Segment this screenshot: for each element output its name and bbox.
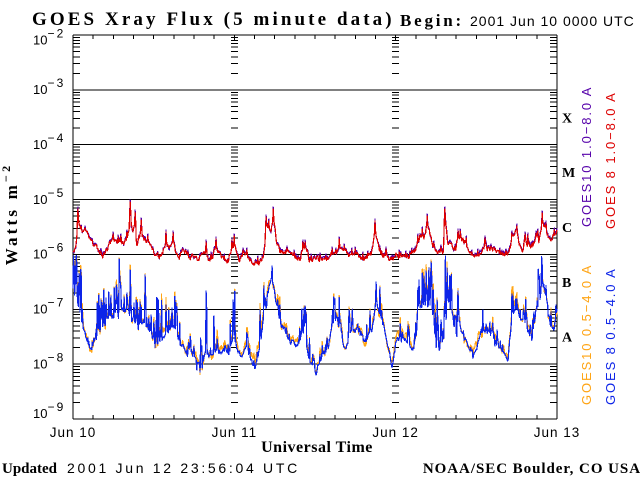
svg-text:2001 Jun 10 0000 UTC: 2001 Jun 10 0000 UTC: [470, 13, 635, 29]
svg-text:NOAA/SEC Boulder, CO USA: NOAA/SEC Boulder, CO USA: [423, 461, 640, 477]
svg-text:M: M: [562, 166, 575, 181]
svg-text:Updated: Updated: [2, 461, 58, 477]
svg-text:X: X: [562, 111, 572, 126]
svg-text:B: B: [562, 276, 571, 291]
svg-text:GOES 8 0.5−4.0 A: GOES 8 0.5−4.0 A: [603, 267, 618, 405]
svg-text:Jun 12: Jun 12: [372, 425, 419, 440]
svg-text:C: C: [562, 221, 572, 236]
svg-text:GOES Xray Flux (5 minute data): GOES Xray Flux (5 minute data): [32, 9, 395, 30]
svg-text:Jun 13: Jun 13: [534, 425, 581, 440]
svg-text:GOES10 1.0−8.0 A: GOES10 1.0−8.0 A: [579, 86, 594, 227]
svg-text:Watts m−2: Watts m−2: [0, 163, 21, 266]
svg-text:Jun 10: Jun 10: [50, 425, 97, 440]
svg-text:A: A: [562, 331, 573, 346]
svg-text:GOES 8 1.0−8.0 A: GOES 8 1.0−8.0 A: [603, 91, 618, 229]
svg-text:Universal Time: Universal Time: [261, 439, 373, 456]
svg-text:Jun 11: Jun 11: [212, 425, 258, 440]
svg-text:GOES10 0.5−4.0 A: GOES10 0.5−4.0 A: [579, 264, 594, 405]
svg-text:2001 Jun 12 23:56:04 UTC: 2001 Jun 12 23:56:04 UTC: [67, 460, 300, 476]
svg-text:Begin:: Begin:: [400, 11, 464, 30]
